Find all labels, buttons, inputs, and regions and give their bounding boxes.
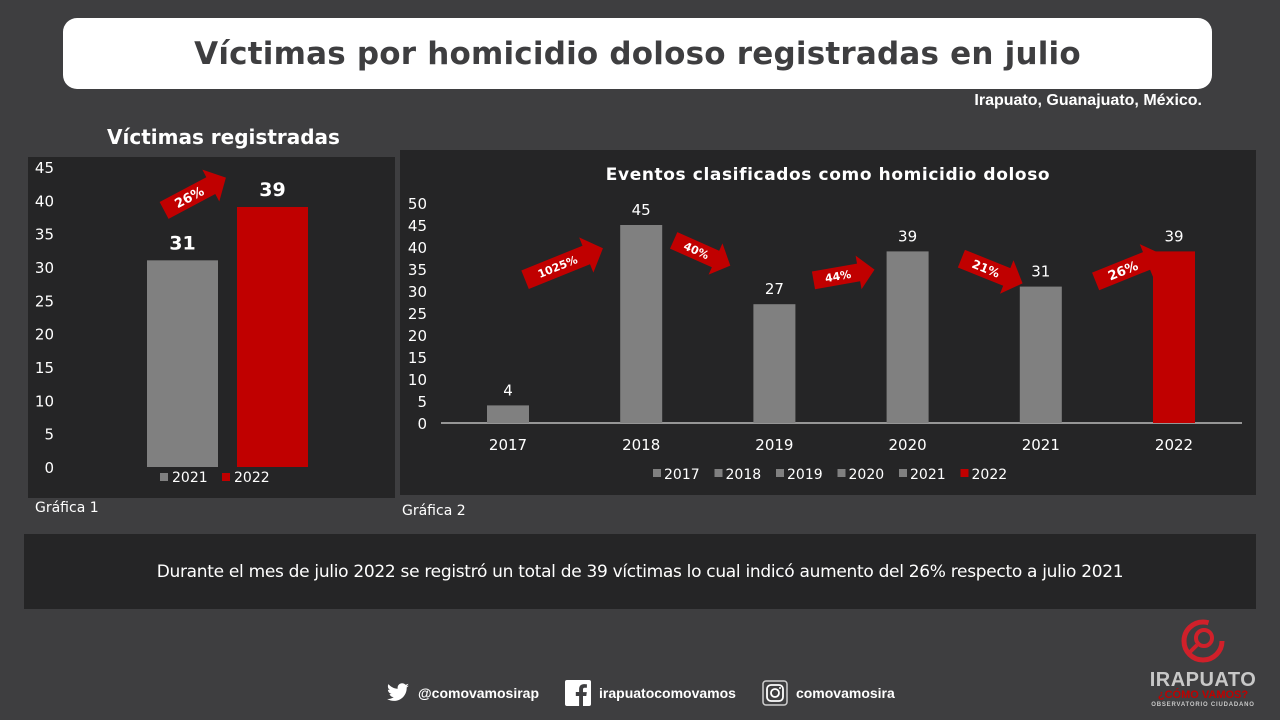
chart1-bar-2022 (237, 207, 308, 467)
twitter-handle[interactable]: @comovamosirap (418, 685, 540, 701)
chart2-legend-swatch-2019 (776, 469, 784, 477)
chart2-ytick: 30 (408, 283, 427, 301)
chart1-ytick: 10 (35, 392, 54, 410)
chart2-arrow-2018-2019: 40% (670, 232, 731, 275)
chart2-title: Eventos clasificados como homicidio dolo… (606, 165, 1050, 185)
location-label: Irapuato, Guanajuato, México. (974, 92, 1202, 109)
summary-box: Durante el mes de julio 2022 se registró… (24, 534, 1256, 609)
chart2-bar-2017 (487, 405, 529, 423)
chart1-value-label-2022: 39 (259, 179, 285, 201)
chart2-xtick-2020: 2020 (889, 436, 927, 454)
chart2-arrow-2019-2020-shape (811, 255, 875, 290)
chart1-ytick: 20 (35, 326, 54, 344)
chart2-value-label-2022: 39 (1164, 227, 1183, 245)
chart2-arrow-2017-2018: 1025% (521, 237, 603, 290)
irapuato-como-vamos-logo: IRAPUATO ¿CÓMO VAMOS? OBSERVATORIO CIUDA… (1138, 618, 1268, 714)
social-footer: @comovamosirap irapuatocomovamos comovam… (386, 678, 895, 708)
chart2-value-label-2020: 39 (898, 227, 917, 245)
chart2-bar-2019 (753, 304, 796, 423)
chart1-ytick: 40 (35, 192, 54, 210)
chart2-caption: Gráfica 2 (402, 503, 466, 519)
chart2-ytick: 5 (417, 393, 427, 411)
chart2-bar-2018 (620, 225, 663, 423)
chart2-ytick: 25 (408, 305, 427, 323)
chart2-xtick-2021: 2021 (1022, 436, 1060, 454)
chart2-value-label-2018: 45 (632, 201, 651, 219)
summary-text: Durante el mes de julio 2022 se registró… (156, 561, 1124, 582)
page-title: Víctimas por homicidio doloso registrada… (194, 35, 1081, 72)
chart1-arrow-26: 26% (159, 169, 226, 219)
chart1-title: Víctimas registradas (107, 125, 340, 149)
chart2-ytick: 10 (408, 371, 427, 389)
chart1-ytick: 30 (35, 259, 54, 277)
chart1-svg: 0 5 10 15 20 25 30 35 40 45 31 39 2021 2022 26% (35, 159, 308, 486)
facebook-handle[interactable]: irapuatocomovamos (599, 685, 736, 701)
chart2-legend-swatch-2020 (837, 469, 846, 477)
chart1-legend-swatch-2021 (160, 473, 168, 481)
title-banner: Víctimas por homicidio doloso registrada… (63, 18, 1212, 89)
chart2-legend-swatch-2022 (960, 469, 969, 477)
chart2-ytick: 35 (408, 261, 427, 279)
chart2-value-label-2019: 27 (765, 280, 784, 298)
chart1-ytick: 5 (44, 426, 54, 444)
facebook-icon[interactable] (565, 680, 592, 706)
chart2-panel: Eventos clasificados como homicidio dolo… (400, 150, 1256, 495)
chart2-bar-2020 (886, 251, 929, 423)
instagram-icon[interactable] (762, 680, 788, 706)
chart2-legend-label-2018: 2018 (726, 467, 762, 483)
chart2-arrow-2020-2021-shape (957, 249, 1023, 294)
chart1-panel: 0 5 10 15 20 25 30 35 40 45 31 39 2021 2022 26% (28, 157, 395, 498)
chart2-legend-label-2017: 2017 (664, 467, 700, 483)
chart1-ytick: 15 (35, 359, 54, 377)
chart2-legend-swatch-2021 (899, 469, 907, 477)
chart2-legend-swatch-2017 (653, 469, 661, 477)
chart1-ytick: 25 (35, 292, 54, 310)
chart2-ytick: 50 (408, 195, 427, 213)
chart2-value-label-2021: 31 (1031, 263, 1050, 281)
chart2-xtick-2019: 2019 (755, 436, 793, 454)
chart2-xtick-2017: 2017 (489, 436, 527, 454)
chart2-arrow-2020-2021: 21% (957, 249, 1023, 294)
chart2-arrow-2019-2020: 44% (811, 255, 875, 290)
logo-line3: OBSERVATORIO CIUDADANO (1151, 702, 1255, 708)
chart2-legend-label-2022: 2022 (972, 467, 1008, 483)
chart2-bar-2022 (1153, 251, 1195, 423)
chart2-legend-label-2020: 2020 (849, 467, 885, 483)
chart2-bar-2021 (1019, 286, 1062, 423)
chart2-arrow-2018-2019-shape (670, 232, 731, 275)
chart2-arrow-2021-2022-shape (1092, 244, 1163, 291)
chart2-svg: Eventos clasificados como homicidio dolo… (408, 165, 1242, 483)
chart2-ytick: 20 (408, 327, 427, 345)
logo-mark-icon (1181, 619, 1225, 663)
chart1-legend-label-2021: 2021 (172, 470, 208, 486)
chart1-legend-swatch-2022 (222, 473, 230, 481)
chart2-legend-swatch-2018 (714, 469, 723, 477)
chart2-xtick-2022: 2022 (1155, 436, 1193, 454)
logo-line2: ¿CÓMO VAMOS? (1157, 689, 1249, 701)
instagram-handle[interactable]: comovamosira (795, 685, 895, 701)
chart2-legend-label-2019: 2019 (787, 467, 823, 483)
chart1-arrow-26-shape (159, 169, 226, 219)
chart2-legend-label-2021: 2021 (910, 467, 946, 483)
chart2-xtick-2018: 2018 (622, 436, 660, 454)
chart2-ytick: 40 (408, 239, 427, 257)
chart1-value-label-2021: 31 (169, 232, 195, 254)
chart1-bar-2021 (147, 260, 218, 467)
chart2-ytick: 15 (408, 349, 427, 367)
chart1-legend-label-2022: 2022 (234, 470, 270, 486)
chart2-arrow-2019-2020-label: 44% (824, 268, 852, 285)
chart1-caption: Gráfica 1 (35, 500, 99, 516)
chart1-ytick: 35 (35, 226, 54, 244)
twitter-icon[interactable] (386, 683, 410, 703)
logo-line1: IRAPUATO (1149, 669, 1257, 691)
chart1-ytick: 0 (44, 459, 54, 477)
chart2-value-label-2017: 4 (503, 381, 513, 399)
chart2-arrow-2017-2018-shape (521, 237, 603, 290)
chart2-ytick: 0 (417, 415, 427, 433)
chart1-ytick: 45 (35, 159, 54, 177)
chart2-ytick: 45 (408, 217, 427, 235)
